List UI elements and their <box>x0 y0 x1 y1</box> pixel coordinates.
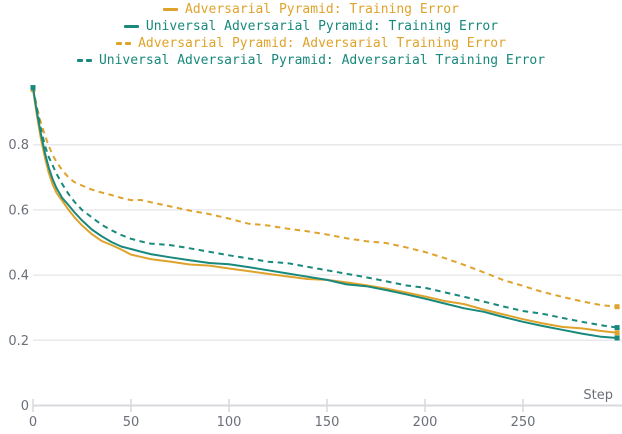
y-tick-label: 0.8 <box>8 138 29 153</box>
x-axis <box>32 399 622 412</box>
series-lines <box>30 85 620 341</box>
chart-legend: Adversarial Pyramid: Training Error Univ… <box>0 1 622 68</box>
series-line <box>32 87 618 339</box>
x-tick-label: 0 <box>29 415 37 430</box>
legend-dashed-line-swatch <box>76 58 92 62</box>
x-tick-label: 250 <box>511 415 536 430</box>
x-tick-label: 150 <box>315 415 340 430</box>
y-tick-label: 0.2 <box>8 334 29 349</box>
tick-labels: 0 50 100 150 200 250 0 0.2 0.4 0.6 0.8 <box>8 138 535 430</box>
legend-solid-line-swatch <box>163 7 179 11</box>
series-end-marker <box>614 304 620 310</box>
legend-dashed-line-swatch <box>116 41 132 45</box>
series-end-marker <box>614 325 620 331</box>
series-line <box>32 87 618 329</box>
legend-item-uap-training-error[interactable]: Universal Adversarial Pyramid: Training … <box>123 18 499 34</box>
series-line <box>32 89 618 308</box>
series-end-marker <box>30 85 36 91</box>
legend-label: Adversarial Pyramid: Adversarial Trainin… <box>138 35 506 51</box>
y-tick-label: 0.6 <box>8 203 29 218</box>
legend-item-uap-adversarial-training-error[interactable]: Universal Adversarial Pyramid: Adversari… <box>76 52 546 68</box>
y-tick-label: 0 <box>21 399 29 414</box>
legend-item-ap-training-error[interactable]: Adversarial Pyramid: Training Error <box>163 1 459 17</box>
legend-solid-line-swatch <box>123 24 139 28</box>
x-axis-label: Step <box>583 388 613 403</box>
y-tick-label: 0.4 <box>8 269 29 284</box>
series-end-marker <box>614 330 620 336</box>
series-line <box>32 89 618 334</box>
series-end-marker <box>614 335 620 341</box>
legend-label: Universal Adversarial Pyramid: Training … <box>145 18 499 34</box>
x-tick-label: 200 <box>413 415 438 430</box>
x-tick-label: 50 <box>123 415 140 430</box>
legend-label: Adversarial Pyramid: Training Error <box>185 1 459 17</box>
gridlines <box>33 143 622 342</box>
x-tick-label: 100 <box>217 415 242 430</box>
legend-label: Universal Adversarial Pyramid: Adversari… <box>98 52 546 68</box>
legend-item-ap-adversarial-training-error[interactable]: Adversarial Pyramid: Adversarial Trainin… <box>116 35 506 51</box>
